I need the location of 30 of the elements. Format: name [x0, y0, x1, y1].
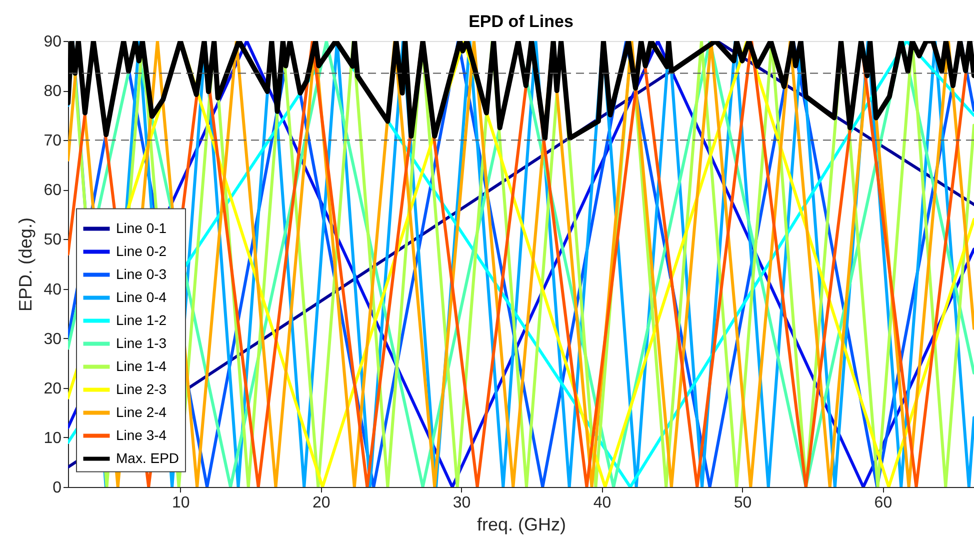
x-tick-label: 40: [593, 494, 612, 512]
y-tick-label: 20: [44, 380, 62, 398]
y-axis-title: EPD. (deg.): [16, 217, 36, 312]
x-tick-label: 20: [312, 494, 330, 512]
legend-label: Max. EPD: [116, 450, 180, 466]
y-tick-label: 30: [44, 330, 62, 348]
y-tick-label: 0: [52, 480, 62, 496]
legend-label: Line 1-4: [116, 358, 167, 374]
legend-label: Line 1-2: [116, 312, 167, 328]
x-tick-label: 10: [172, 494, 190, 512]
legend-label: Line 2-4: [116, 404, 167, 420]
chart-title: EPD of Lines: [468, 12, 574, 31]
x-tick-label: 50: [734, 494, 752, 512]
legend-label: Line 1-3: [116, 334, 167, 351]
y-tick-label: 90: [44, 34, 62, 50]
y-tick-label: 60: [44, 182, 62, 200]
legend-label: Line 3-4: [116, 426, 167, 443]
y-tick-label: 70: [44, 132, 62, 150]
y-tick-label: 10: [44, 430, 62, 447]
legend-label: Line 0-3: [116, 266, 167, 282]
legend-label: Line 0-2: [116, 242, 167, 259]
legend-label: Line 0-1: [116, 220, 167, 236]
legend-label: Line 0-4: [116, 288, 167, 305]
x-tick-label: 60: [874, 494, 892, 512]
x-tick-label: 30: [452, 494, 471, 512]
y-tick-label: 40: [44, 281, 62, 298]
legend-label: Line 2-3: [116, 380, 167, 397]
y-tick-label: 50: [44, 232, 62, 249]
y-tick-label: 80: [44, 83, 62, 100]
x-axis-title: freq. (GHz): [476, 514, 566, 534]
